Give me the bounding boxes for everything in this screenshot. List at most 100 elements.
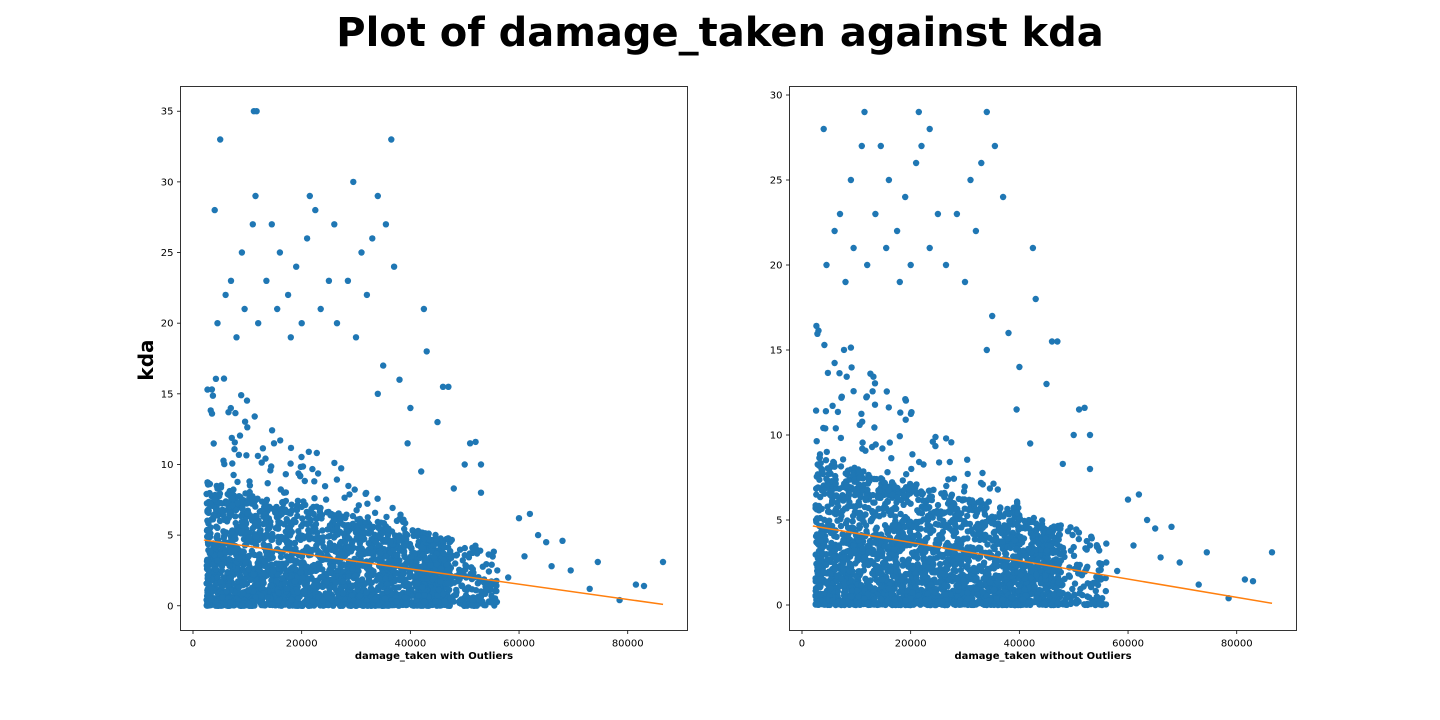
scatter-point xyxy=(317,504,324,512)
scatter-point xyxy=(231,446,238,453)
scatter-point xyxy=(1013,553,1020,560)
scatter-point xyxy=(418,543,426,551)
scatter-point xyxy=(1084,580,1091,587)
scatter-point xyxy=(432,598,439,605)
scatter-point xyxy=(232,409,239,417)
scatter-point xyxy=(912,583,919,591)
scatter-point xyxy=(983,346,990,354)
scatter-point xyxy=(288,501,295,508)
scatter-point xyxy=(918,510,926,517)
scatter-point xyxy=(251,520,259,527)
scatter-point xyxy=(594,558,601,566)
scatter-point xyxy=(1070,431,1077,439)
scatter-point xyxy=(299,515,306,522)
scatter-point xyxy=(855,593,862,600)
scatter-point xyxy=(1071,580,1079,587)
x-tick-label: 0 xyxy=(190,639,196,650)
scatter-point xyxy=(904,498,912,505)
scatter-point xyxy=(472,438,479,446)
scatter-point xyxy=(222,291,229,299)
scatter-point xyxy=(221,516,228,523)
scatter-point xyxy=(852,504,859,511)
scatter-point xyxy=(943,482,950,490)
scatter-point xyxy=(319,573,326,580)
scatter-point xyxy=(331,459,338,467)
scatter-point xyxy=(843,373,850,380)
scatter-point xyxy=(412,573,419,580)
scatter-point xyxy=(823,261,830,269)
scatter-point xyxy=(891,546,898,553)
scatter-point xyxy=(1249,578,1257,585)
scatter-point xyxy=(548,563,555,570)
scatter-point xyxy=(261,519,269,526)
scatter-point xyxy=(269,568,277,575)
scatter-point xyxy=(864,261,871,269)
scatter-point xyxy=(220,375,228,382)
scatter-point xyxy=(870,373,877,380)
y-tick-label: 20 xyxy=(161,319,174,330)
scatter-point xyxy=(216,551,224,558)
scatter-point xyxy=(833,533,840,540)
scatter-point xyxy=(521,553,528,560)
scatter-point xyxy=(305,546,313,553)
scatter-point xyxy=(240,590,247,597)
scatter-point xyxy=(1030,538,1037,546)
scatter-point xyxy=(1022,552,1030,560)
scatter-point xyxy=(453,586,460,594)
scatter-point xyxy=(407,404,414,412)
scatter-point xyxy=(413,580,421,587)
scatter-point xyxy=(850,244,857,252)
scatter-point xyxy=(251,413,258,420)
scatter-point xyxy=(1075,406,1083,413)
scatter-point xyxy=(420,535,428,543)
scatter-point xyxy=(1043,380,1050,388)
scatter-point xyxy=(233,506,240,514)
scatter-point xyxy=(1032,295,1039,303)
scatter-point xyxy=(265,542,273,550)
scatter-point xyxy=(421,592,428,599)
scatter-point xyxy=(842,520,850,527)
scatter-point xyxy=(458,596,465,603)
scatter-point xyxy=(268,561,275,568)
y-tick-label: 5 xyxy=(167,531,173,542)
scatter-point xyxy=(1029,244,1037,252)
scatter-point xyxy=(367,527,374,535)
scatter-point xyxy=(1027,574,1035,582)
scatter-point xyxy=(822,457,830,464)
scatter-point xyxy=(307,568,315,576)
scatter-point xyxy=(339,578,347,585)
scatter-point xyxy=(363,291,371,299)
scatter-point xyxy=(319,566,326,573)
scatter-point xyxy=(1168,523,1175,530)
scatter-point xyxy=(871,424,878,431)
scatter-point xyxy=(301,588,308,596)
scatter-point xyxy=(862,522,870,529)
scatter-point xyxy=(999,193,1007,201)
scatter-point xyxy=(997,504,1004,511)
scatter-point xyxy=(203,490,210,498)
scatter-point xyxy=(357,551,364,558)
scatter-point xyxy=(207,548,214,556)
scatter-point xyxy=(376,550,384,557)
scatter-point xyxy=(364,500,371,507)
scatter-point xyxy=(360,602,367,609)
scatter-point xyxy=(245,552,253,560)
scatter-point xyxy=(402,530,409,537)
scatter-point xyxy=(493,587,500,595)
scatter-point xyxy=(274,546,281,553)
scatter-point xyxy=(218,507,225,515)
scatter-point xyxy=(216,490,224,497)
scatter-point xyxy=(894,494,901,501)
scatter-point xyxy=(420,305,428,313)
scatter-point xyxy=(856,421,863,428)
scatter-point xyxy=(864,543,871,550)
scatter-point xyxy=(326,543,333,550)
scatter-point xyxy=(291,539,298,547)
scatter-point xyxy=(241,305,248,313)
scatter-point xyxy=(371,509,379,516)
scatter-point xyxy=(298,453,305,461)
scatter-point xyxy=(832,480,839,487)
scatter-point xyxy=(640,582,648,590)
scatter-point xyxy=(386,557,393,564)
scatter-point xyxy=(440,590,447,598)
